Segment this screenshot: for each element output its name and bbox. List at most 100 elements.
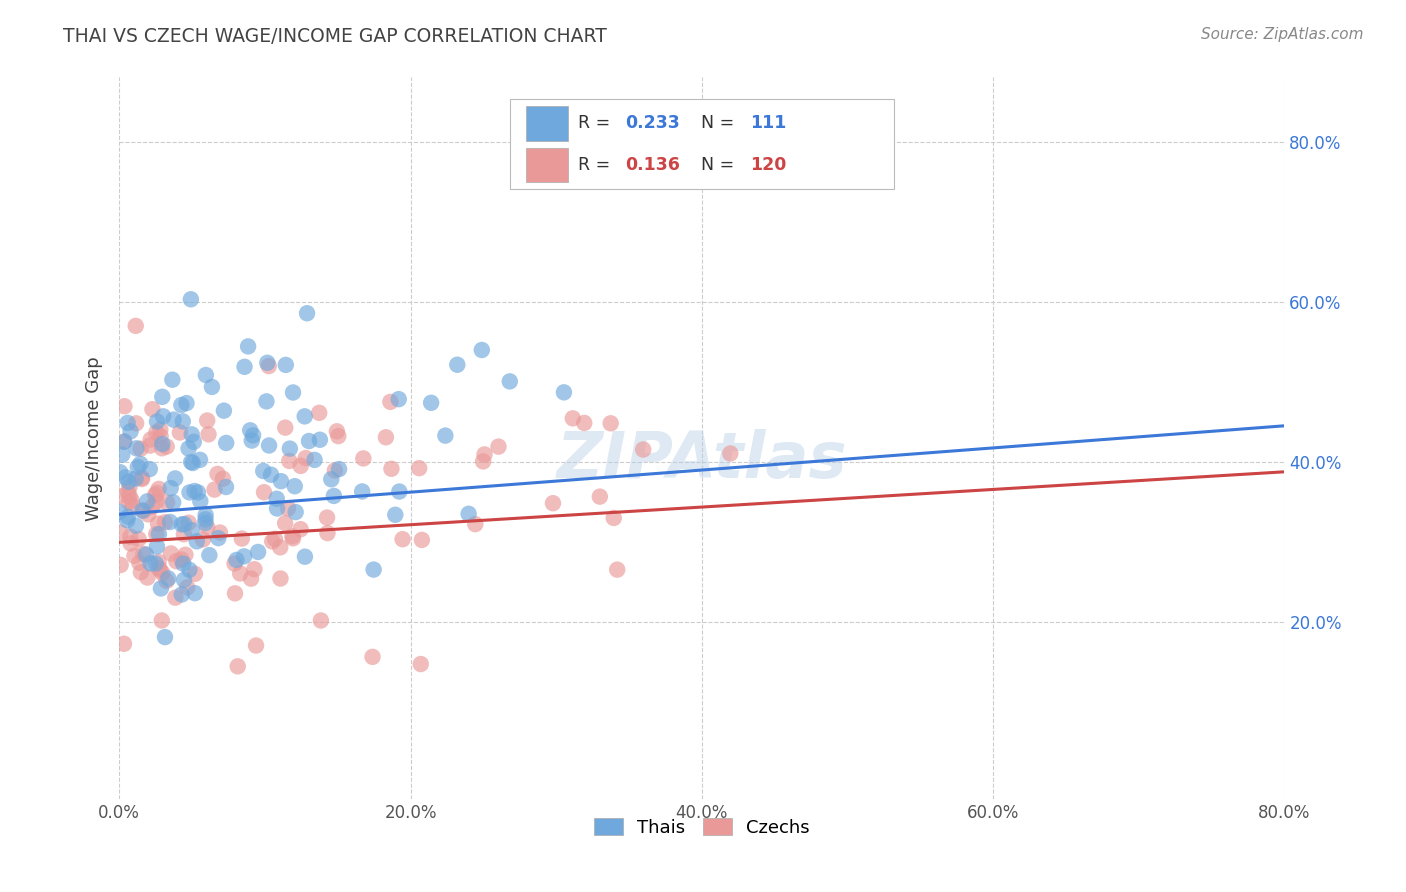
Point [145, 557, 167, 571]
Point [125, 442, 148, 456]
Point [589, 490, 612, 504]
Point [226, 659, 249, 673]
Point [194, 508, 217, 522]
Point [298, 434, 321, 448]
Point [145, 527, 167, 541]
Point [145, 425, 167, 440]
Point [256, 356, 278, 370]
Point [111, 448, 134, 462]
Point [207, 531, 229, 545]
Point [117, 475, 139, 489]
Point [139, 557, 162, 571]
Point [225, 553, 247, 567]
Point [159, 481, 181, 495]
Point [224, 557, 246, 571]
Point [173, 527, 195, 541]
Point [264, 532, 287, 546]
Point [243, 562, 266, 576]
Point [242, 428, 264, 442]
Point [128, 532, 150, 546]
Point [180, 427, 202, 442]
Point [131, 503, 153, 517]
Point [464, 517, 486, 532]
Point [384, 508, 406, 522]
Point [274, 420, 297, 434]
Point [141, 402, 163, 417]
Point [284, 505, 307, 519]
Point [233, 359, 256, 374]
Point [146, 516, 169, 531]
Point [173, 517, 195, 532]
Point [408, 461, 430, 475]
Point [266, 491, 288, 506]
Point [215, 480, 238, 494]
Point [120, 536, 142, 550]
Point [148, 561, 170, 575]
Point [229, 566, 252, 581]
Point [191, 533, 214, 547]
Point [215, 436, 238, 450]
Point [118, 489, 141, 503]
Point [117, 485, 139, 500]
Point [148, 527, 170, 541]
Point [125, 518, 148, 533]
Point [187, 485, 209, 500]
Point [212, 472, 235, 486]
Point [145, 494, 167, 508]
Point [278, 442, 301, 456]
Point [180, 523, 202, 537]
Point [186, 534, 208, 549]
Point [136, 570, 159, 584]
Point [165, 591, 187, 605]
Point [169, 425, 191, 440]
Point [321, 472, 343, 486]
Point [139, 433, 162, 447]
Point [179, 485, 201, 500]
Point [388, 392, 411, 406]
Point [361, 649, 384, 664]
Point [195, 520, 218, 534]
Point [606, 563, 628, 577]
Point [149, 563, 172, 577]
Text: 111: 111 [749, 114, 786, 132]
Point [471, 343, 494, 357]
Point [180, 455, 202, 469]
Point [257, 359, 280, 373]
Point [194, 368, 217, 382]
Point [388, 484, 411, 499]
Point [212, 403, 235, 417]
Point [322, 489, 344, 503]
Point [118, 495, 141, 509]
Point [174, 548, 197, 562]
Point [256, 394, 278, 409]
Point [139, 439, 162, 453]
Point [472, 454, 495, 468]
Point [124, 549, 146, 563]
Point [108, 505, 131, 519]
Point [195, 413, 218, 427]
Point [131, 471, 153, 485]
Point [257, 438, 280, 452]
Point [184, 566, 207, 581]
Point [380, 395, 402, 409]
Point [326, 425, 349, 439]
Point [135, 548, 157, 562]
Point [309, 433, 332, 447]
Point [253, 485, 276, 500]
Point [177, 442, 200, 456]
Point [718, 446, 741, 460]
Point [132, 504, 155, 518]
Text: R =: R = [578, 114, 616, 132]
Point [153, 630, 176, 644]
Point [290, 458, 312, 473]
Point [309, 614, 332, 628]
Point [127, 460, 149, 475]
Point [363, 563, 385, 577]
Text: THAI VS CZECH WAGE/INCOME GAP CORRELATION CHART: THAI VS CZECH WAGE/INCOME GAP CORRELATIO… [63, 27, 607, 45]
Point [150, 390, 173, 404]
Point [278, 454, 301, 468]
Point [541, 496, 564, 510]
Point [266, 501, 288, 516]
Point [160, 546, 183, 560]
Text: 120: 120 [749, 156, 786, 174]
